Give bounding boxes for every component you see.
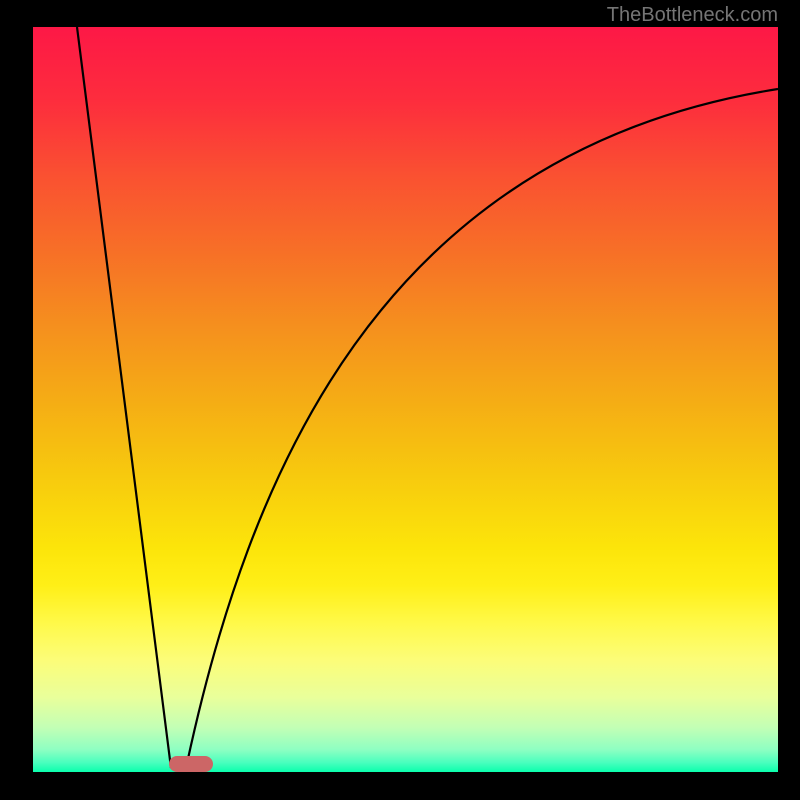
chart-plot-area [33, 27, 778, 772]
optimal-marker [169, 756, 213, 772]
attribution-text: TheBottleneck.com [607, 4, 778, 27]
bottleneck-curve [33, 27, 778, 772]
